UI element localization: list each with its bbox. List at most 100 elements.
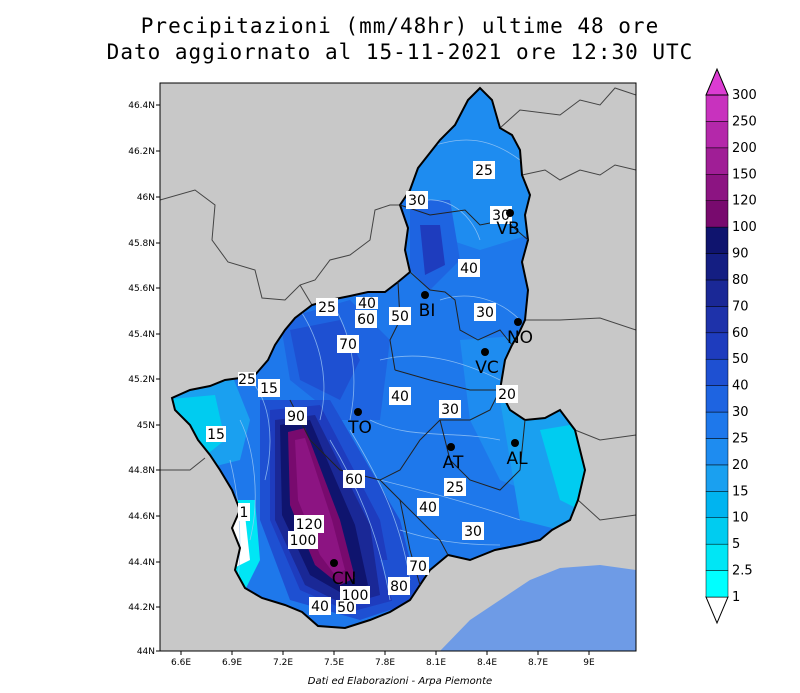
legend-label: 1 [732, 590, 740, 605]
svg-text:TO: TO [347, 418, 372, 438]
map-frame [159, 82, 637, 652]
svg-text:40: 40 [460, 261, 478, 277]
svg-text:70: 70 [409, 559, 427, 575]
lon-tick-label: 7.8E [375, 658, 395, 668]
legend-label: 90 [732, 247, 749, 262]
svg-text:30: 30 [476, 305, 494, 321]
lon-tick-label: 8.4E [477, 658, 497, 668]
contour-label: 120 [294, 515, 324, 533]
contour-label: 80 [388, 577, 410, 595]
svg-text:60: 60 [345, 472, 363, 488]
lat-axis: 46.4N 46.2N 46N 45.8N 45.6N 45.4N 45.2N … [128, 101, 160, 657]
contour-label: 25 [316, 298, 338, 316]
svg-text:25: 25 [238, 372, 256, 388]
lat-tick-label: 44N [137, 647, 155, 657]
credit-text: Dati ed Elaborazioni - Arpa Piemonte [307, 676, 493, 687]
lon-tick-label: 8.1E [426, 658, 446, 668]
contour-label: 30 [462, 522, 484, 540]
legend-label: 40 [732, 379, 749, 394]
svg-text:40: 40 [419, 500, 437, 516]
lat-tick-label: 44.4N [128, 558, 155, 568]
contour-label: 50 [389, 307, 411, 325]
svg-text:NO: NO [507, 328, 533, 348]
lat-tick-label: 45.6N [128, 284, 155, 294]
contour-label: 25 [238, 372, 256, 388]
legend-label: 30 [732, 405, 749, 420]
city-markers: VB BI NO VC TO AT AL CN [330, 209, 533, 589]
legend-swatch [705, 570, 729, 598]
contour-label: 15 [206, 426, 226, 443]
svg-text:30: 30 [441, 402, 459, 418]
svg-text:60: 60 [357, 312, 375, 328]
svg-text:120: 120 [296, 517, 323, 533]
legend-cap-bottom [705, 596, 729, 625]
legend-label: 15 [732, 484, 749, 499]
city-marker: TO [347, 408, 372, 438]
svg-text:50: 50 [337, 600, 355, 616]
title-line-1: Precipitazioni (mm/48hr) ultime 48 ore [140, 14, 660, 38]
contour-label: 15 [258, 379, 280, 397]
lat-tick-label: 46N [137, 193, 155, 203]
contour-label: 40 [417, 498, 439, 516]
legend-label: 20 [732, 458, 749, 473]
svg-text:30: 30 [464, 524, 482, 540]
legend-swatch [705, 411, 729, 439]
svg-text:30: 30 [408, 193, 426, 209]
svg-text:BI: BI [419, 301, 436, 321]
lat-tick-label: 44.8N [128, 466, 155, 476]
lat-tick-label: 46.2N [128, 147, 155, 157]
contour-label: 25 [444, 478, 466, 496]
city-marker: NO [507, 318, 533, 348]
legend-label: 200 [732, 141, 757, 156]
contour-label: 60 [343, 470, 365, 488]
legend: 1 2.5 5 10 15 20 25 30 40 50 60 70 80 90 100 120 150 200 2… [705, 67, 757, 625]
svg-text:VB: VB [496, 219, 519, 239]
legend-label: 2.5 [732, 564, 753, 579]
legend-swatch [705, 517, 729, 545]
contour-label: 25 [473, 161, 495, 179]
svg-text:40: 40 [311, 599, 329, 615]
lat-tick-label: 45.8N [128, 239, 155, 249]
legend-swatch [705, 200, 729, 228]
svg-text:25: 25 [475, 163, 493, 179]
lon-tick-label: 9E [583, 658, 595, 668]
svg-text:15: 15 [207, 427, 225, 443]
contour-label: 40 [458, 259, 480, 277]
legend-cap-top [705, 67, 729, 96]
lon-tick-label: 6.6E [171, 658, 191, 668]
legend-swatch [705, 253, 729, 281]
contour-label: 30 [474, 303, 496, 321]
legend-label: 70 [732, 299, 749, 314]
contour-label: 60 [355, 310, 377, 328]
legend-swatch [705, 438, 729, 466]
legend-swatch [705, 385, 729, 413]
city-marker: AT [443, 443, 464, 473]
lon-axis: 6.6E 6.9E 7.2E 7.5E 7.8E 8.1E 8.4E 8.7E … [171, 651, 595, 668]
legend-label: 250 [732, 114, 757, 129]
svg-text:40: 40 [391, 389, 409, 405]
svg-text:AL: AL [506, 449, 528, 469]
legend-label: 25 [732, 431, 749, 446]
svg-text:40: 40 [358, 296, 376, 312]
legend-swatch [705, 94, 729, 122]
lat-tick-label: 44.6N [128, 512, 155, 522]
svg-text:VC: VC [475, 358, 499, 378]
svg-text:30: 30 [492, 208, 510, 224]
legend-swatch [705, 121, 729, 149]
city-marker: AL [506, 439, 528, 469]
lat-tick-label: 44.2N [128, 603, 155, 613]
legend-swatch [705, 332, 729, 360]
lon-tick-label: 8.7E [528, 658, 548, 668]
contour-label: 30 [406, 191, 428, 209]
legend-label: 50 [732, 352, 749, 367]
contour-label: 100 [288, 531, 318, 549]
legend-swatch [705, 543, 729, 571]
lat-tick-label: 45.4N [128, 330, 155, 340]
contour-label: 30 [439, 400, 461, 418]
city-marker: CN [330, 559, 356, 589]
lon-tick-label: 7.2E [273, 658, 293, 668]
svg-text:1: 1 [240, 505, 249, 521]
contour-label: 40 [309, 597, 331, 615]
svg-text:100: 100 [290, 533, 317, 549]
